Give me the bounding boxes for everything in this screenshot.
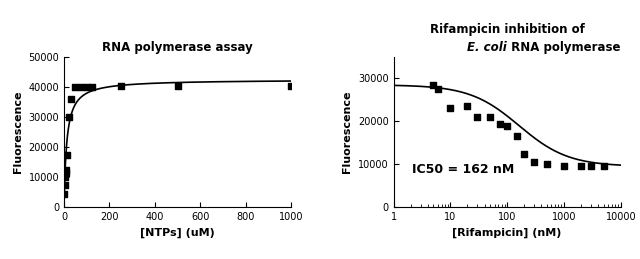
Point <box>428 83 438 87</box>
Point <box>495 121 505 126</box>
Point <box>116 83 126 88</box>
Point <box>66 97 76 101</box>
Point <box>63 115 74 119</box>
Point <box>512 134 522 139</box>
Point <box>87 85 97 89</box>
Point <box>559 164 569 169</box>
Text: IC50 = 162 nM: IC50 = 162 nM <box>412 163 514 176</box>
Point <box>61 171 71 175</box>
Point <box>60 183 70 187</box>
X-axis label: [Rifampicin] (nM): [Rifampicin] (nM) <box>452 228 562 238</box>
Point <box>462 104 472 109</box>
Point <box>529 160 540 164</box>
Point <box>433 87 443 91</box>
Point <box>70 85 81 89</box>
Point <box>586 164 596 169</box>
Point <box>60 192 70 196</box>
Point <box>76 85 86 89</box>
Point <box>173 83 183 88</box>
Point <box>502 124 512 128</box>
Point <box>61 168 72 172</box>
Point <box>62 153 72 157</box>
Point <box>576 164 586 169</box>
Point <box>472 115 483 119</box>
Title: RNA polymerase assay: RNA polymerase assay <box>102 41 253 54</box>
Point <box>445 106 456 111</box>
Point <box>286 83 296 88</box>
Y-axis label: Fluorescence: Fluorescence <box>13 91 23 173</box>
Text: E. coli: E. coli <box>467 41 507 54</box>
Text: Rifampicin inhibition of: Rifampicin inhibition of <box>429 23 584 36</box>
Point <box>598 164 609 169</box>
Point <box>542 162 552 166</box>
Point <box>485 115 495 119</box>
Point <box>60 175 70 179</box>
Y-axis label: Fluorescence: Fluorescence <box>342 91 353 173</box>
Text: RNA polymerase: RNA polymerase <box>507 41 621 54</box>
Point <box>519 152 529 156</box>
Point <box>82 85 92 89</box>
X-axis label: [NTPs] (uM): [NTPs] (uM) <box>140 228 215 238</box>
